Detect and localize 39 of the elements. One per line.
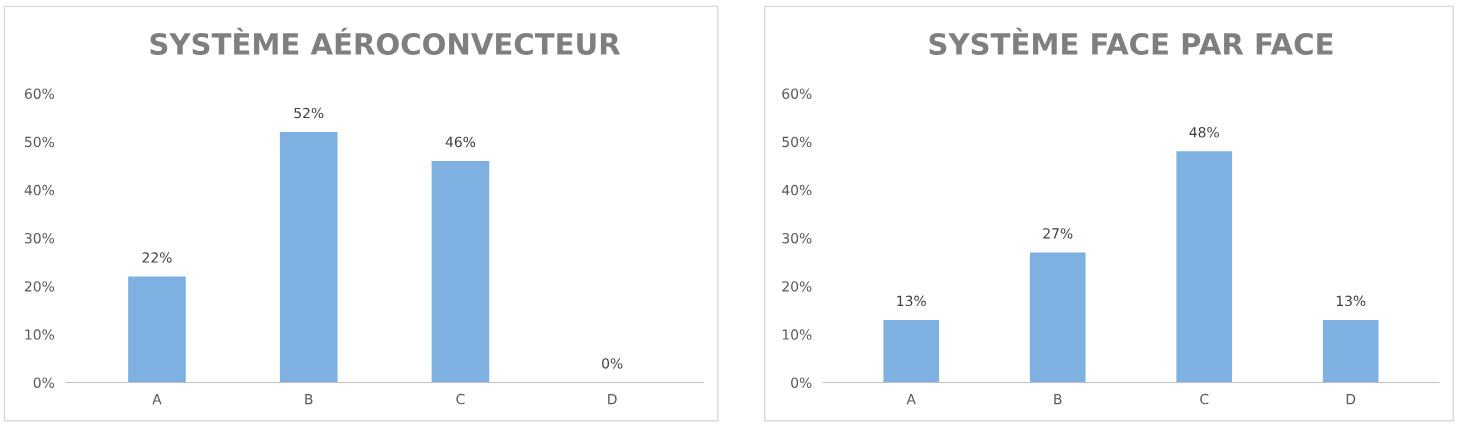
x-tick-label: C xyxy=(456,393,465,405)
bar xyxy=(1029,252,1086,383)
y-tick-label: 10% xyxy=(782,329,812,340)
data-label: 27% xyxy=(1043,228,1073,239)
chart-title: SYSTÈME AÉROCONVECTEUR xyxy=(150,27,621,56)
data-label: 52% xyxy=(294,107,324,119)
x-tick-label: D xyxy=(1346,394,1356,405)
bar xyxy=(1322,319,1379,383)
y-tick-label: 40% xyxy=(782,184,812,196)
y-tick-label: 50% xyxy=(782,136,812,148)
chart-title: SYSTÈME FACE PAR FACE xyxy=(929,27,1333,56)
y-tick-label: 20% xyxy=(24,281,55,292)
y-tick-label: 30% xyxy=(782,232,812,244)
x-tick-label: B xyxy=(305,394,313,405)
bar xyxy=(431,160,490,383)
y-tick-label: 20% xyxy=(782,281,812,292)
x-tick-label: B xyxy=(1054,394,1062,405)
x-tick-label: A xyxy=(906,394,916,405)
y-tick-label: 60% xyxy=(782,88,812,99)
data-label: 48% xyxy=(1189,126,1219,138)
y-tick-label: 60% xyxy=(24,88,55,99)
x-tick-label: C xyxy=(1200,393,1209,405)
data-label: 22% xyxy=(142,252,172,263)
y-tick-label: 30% xyxy=(25,232,55,244)
bar xyxy=(279,132,338,383)
bar xyxy=(128,276,186,383)
y-tick-label: 0% xyxy=(791,377,812,388)
bar xyxy=(883,319,940,383)
y-tick-label: 0% xyxy=(33,377,55,388)
x-tick-label: A xyxy=(152,394,162,405)
data-label: 13% xyxy=(897,295,926,307)
x-tick-label: D xyxy=(608,394,617,405)
data-label: 46% xyxy=(445,136,476,148)
y-tick-label: 10% xyxy=(25,329,55,340)
y-tick-label: 50% xyxy=(25,136,55,148)
y-tick-label: 40% xyxy=(24,184,55,196)
data-label: 0% xyxy=(602,358,623,369)
bar xyxy=(1176,151,1233,383)
data-label: 13% xyxy=(1336,295,1366,307)
